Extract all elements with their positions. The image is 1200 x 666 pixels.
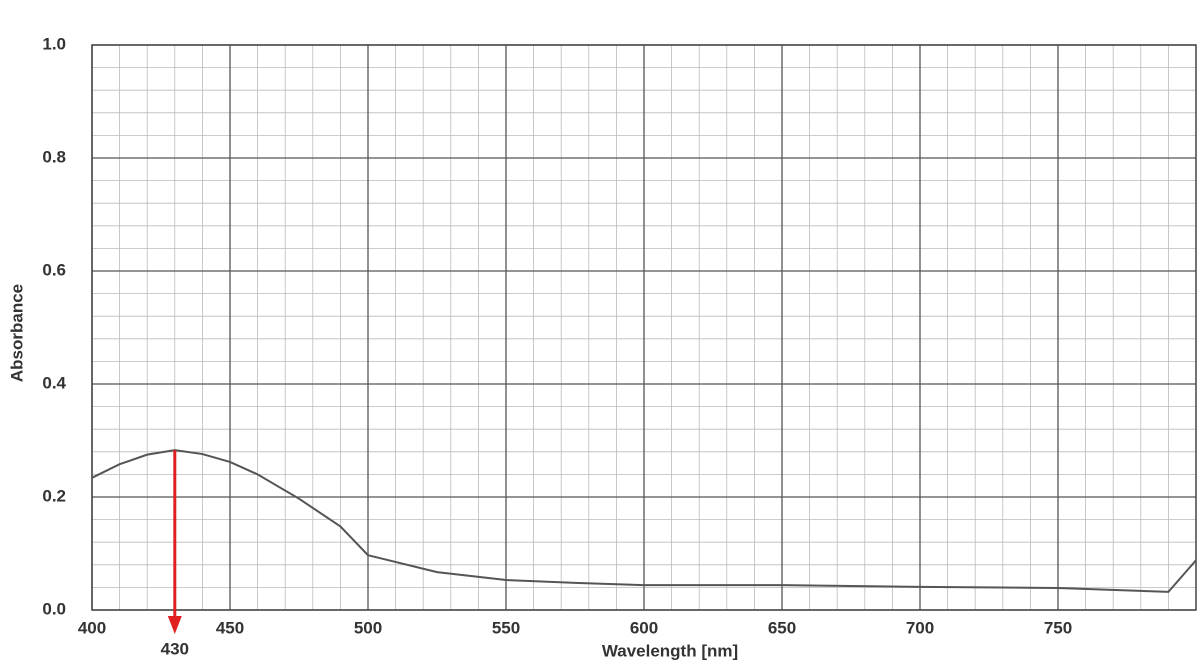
y-tick-label: 0.6 bbox=[42, 260, 66, 279]
y-tick-label: 0.2 bbox=[42, 486, 66, 505]
x-tick-label: 600 bbox=[630, 618, 658, 637]
y-tick-label: 0.0 bbox=[42, 599, 66, 618]
y-tick-label: 0.4 bbox=[42, 373, 66, 392]
x-tick-label: 500 bbox=[354, 618, 382, 637]
y-tick-label: 0.8 bbox=[42, 147, 66, 166]
x-tick-label: 700 bbox=[906, 618, 934, 637]
x-tick-label: 400 bbox=[78, 618, 106, 637]
x-tick-label: 750 bbox=[1044, 618, 1072, 637]
peak-arrow-head bbox=[167, 616, 182, 634]
x-axis-label: Wavelength [nm] bbox=[602, 641, 738, 660]
y-tick-label: 1.0 bbox=[42, 34, 66, 53]
plot-frame bbox=[91, 44, 1197, 611]
x-tick-label: 450 bbox=[216, 618, 244, 637]
y-axis-label: Absorbance bbox=[7, 284, 26, 382]
peak-label: 430 bbox=[161, 639, 189, 658]
x-tick-label: 650 bbox=[768, 618, 796, 637]
x-tick-label: 550 bbox=[492, 618, 520, 637]
